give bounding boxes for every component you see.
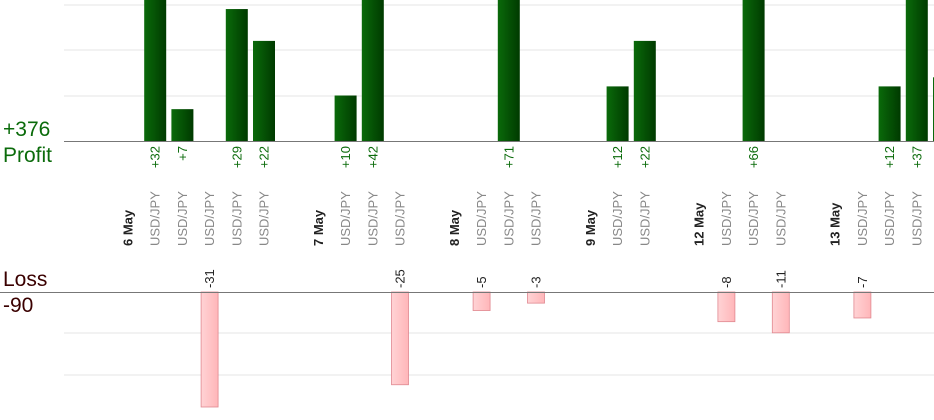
profit-value-label: +12 <box>882 146 897 168</box>
loss-value-label: -5 <box>474 276 489 288</box>
date-label: 8 May <box>447 209 462 246</box>
profit-value-label: +66 <box>746 146 761 168</box>
pair-tick-label: USD/JPY <box>855 191 870 246</box>
profit-value-label: +22 <box>257 146 272 168</box>
pair-tick-label: USD/JPY <box>474 191 489 246</box>
date-label: 7 May <box>311 209 326 246</box>
loss-bar <box>717 291 736 323</box>
profit-bar <box>144 0 167 141</box>
pair-tick-label: USD/JPY <box>882 191 897 246</box>
pair-tick-label: USD/JPY <box>909 191 924 246</box>
loss-bar <box>472 291 491 311</box>
profit-value-label: +29 <box>229 146 244 168</box>
pair-tick-label: USD/JPY <box>393 191 408 246</box>
pair-tick-label: USD/JPY <box>257 191 272 246</box>
loss-bar <box>771 291 790 334</box>
profit-bar <box>878 86 901 141</box>
profit-bar <box>361 0 384 141</box>
pair-tick-label: USD/JPY <box>746 191 761 246</box>
date-label: 13 May <box>828 202 843 246</box>
pair-tick-label: USD/JPY <box>229 191 244 246</box>
loss-bar <box>527 291 545 304</box>
date-label: 9 May <box>583 209 598 246</box>
profit-bar <box>633 40 656 141</box>
pair-tick-label: USD/JPY <box>338 191 353 246</box>
pair-tick-label: USD/JPY <box>719 191 734 246</box>
profit-value-label: +37 <box>909 146 924 168</box>
loss-bar <box>391 291 409 386</box>
profit-value-label: +71 <box>501 146 516 168</box>
profit-bar <box>606 86 629 141</box>
pair-tick-label: USD/JPY <box>202 191 217 246</box>
pair-tick-label: USD/JPY <box>148 191 163 246</box>
profit-bar <box>334 95 357 141</box>
pair-tick-label: USD/JPY <box>175 191 190 246</box>
pair-tick-label: USD/JPY <box>529 191 544 246</box>
loss-value-label: -7 <box>855 276 870 288</box>
pair-tick-label: USD/JPY <box>773 191 788 246</box>
loss-value-label: -8 <box>719 276 734 288</box>
date-label: 6 May <box>121 209 136 246</box>
profit-bar <box>742 0 765 141</box>
loss-bar <box>200 291 219 408</box>
profit-value-label: +32 <box>148 146 163 168</box>
profit-bar <box>225 9 248 141</box>
pair-tick-label: USD/JPY <box>501 191 516 246</box>
profit-bar <box>171 109 194 141</box>
profit-value-label: +42 <box>365 146 380 168</box>
profit-value-label: +12 <box>610 146 625 168</box>
loss-value-label: -31 <box>202 269 217 288</box>
pair-tick-label: USD/JPY <box>637 191 652 246</box>
loss-total: -90 <box>3 294 34 317</box>
loss-bar <box>853 291 872 319</box>
pair-tick-label: USD/JPY <box>365 191 380 246</box>
profit-value-label: +7 <box>175 146 190 161</box>
loss-value-label: -25 <box>393 269 408 288</box>
loss-value-label: -11 <box>773 270 788 288</box>
date-label: 12 May <box>692 202 707 246</box>
loss-label: Loss <box>3 268 48 291</box>
profit-bar <box>905 0 928 141</box>
profit-label: Profit <box>3 144 53 167</box>
pair-tick-label: USD/JPY <box>610 191 625 246</box>
profit-value-label: +10 <box>338 146 353 168</box>
profit-value-label: +22 <box>637 146 652 168</box>
profit-bar <box>253 40 275 141</box>
loss-value-label: -3 <box>529 276 544 288</box>
profit-total: +376 <box>3 118 51 141</box>
profit-bar <box>497 0 520 141</box>
